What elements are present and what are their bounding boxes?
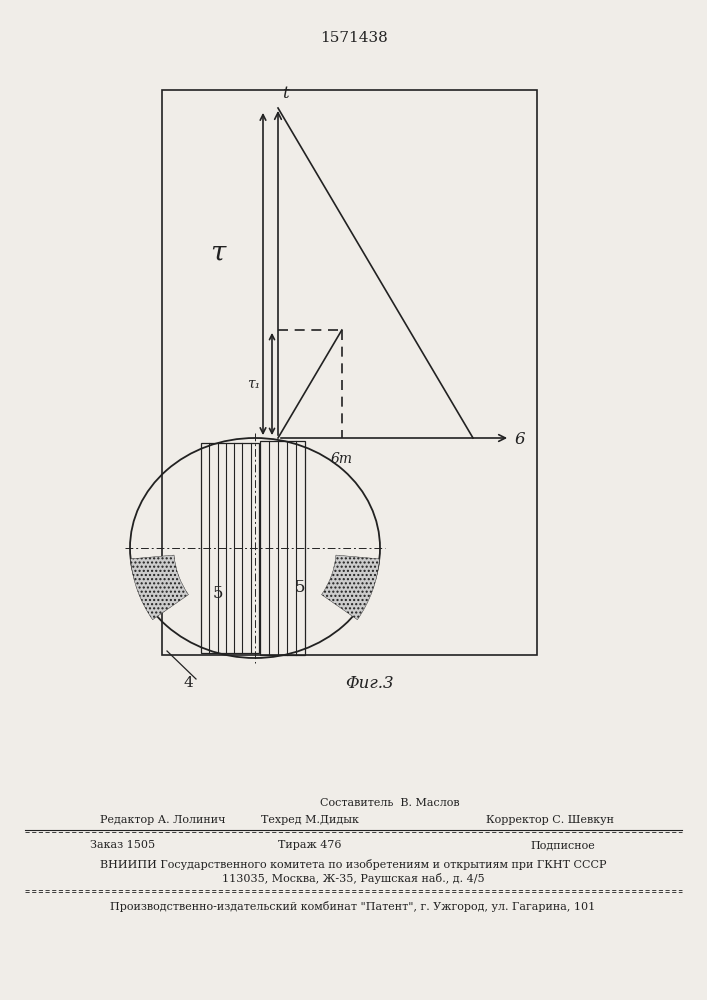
Text: 5: 5	[295, 580, 305, 596]
Bar	[259, 441, 305, 655]
Text: t: t	[282, 85, 288, 102]
Text: 1571438: 1571438	[320, 31, 387, 45]
Wedge shape	[131, 555, 189, 620]
Text: 4: 4	[183, 676, 193, 690]
Text: ВНИИПИ Государственного комитета по изобретениям и открытиям при ГКНТ СССР: ВНИИПИ Государственного комитета по изоб…	[100, 858, 606, 869]
Text: 6m: 6m	[331, 452, 353, 466]
Bar	[162, 90, 537, 655]
Bar	[201, 443, 259, 653]
Text: Техред М.Дидык: Техред М.Дидык	[261, 815, 359, 825]
Text: 113035, Москва, Ж-35, Раушская наб., д. 4/5: 113035, Москва, Ж-35, Раушская наб., д. …	[222, 874, 484, 884]
Text: τ: τ	[210, 239, 226, 266]
Text: τ₁: τ₁	[247, 377, 260, 391]
Text: Заказ 1505: Заказ 1505	[90, 840, 155, 850]
Text: Редактор А. Лолинич: Редактор А. Лолинич	[100, 815, 226, 825]
Text: Подписное: Подписное	[530, 840, 595, 850]
Text: Φиг.3: Φиг.3	[346, 674, 395, 692]
Text: 5: 5	[213, 584, 223, 601]
Text: Тираж 476: Тираж 476	[279, 840, 341, 850]
Text: Составитель  В. Маслов: Составитель В. Маслов	[320, 798, 460, 808]
Text: Производственно-издательский комбинат "Патент", г. Ужгород, ул. Гагарина, 101: Производственно-издательский комбинат "П…	[110, 900, 595, 912]
Text: Корректор С. Шевкун: Корректор С. Шевкун	[486, 815, 614, 825]
Text: 6: 6	[515, 430, 525, 448]
Wedge shape	[322, 555, 380, 620]
